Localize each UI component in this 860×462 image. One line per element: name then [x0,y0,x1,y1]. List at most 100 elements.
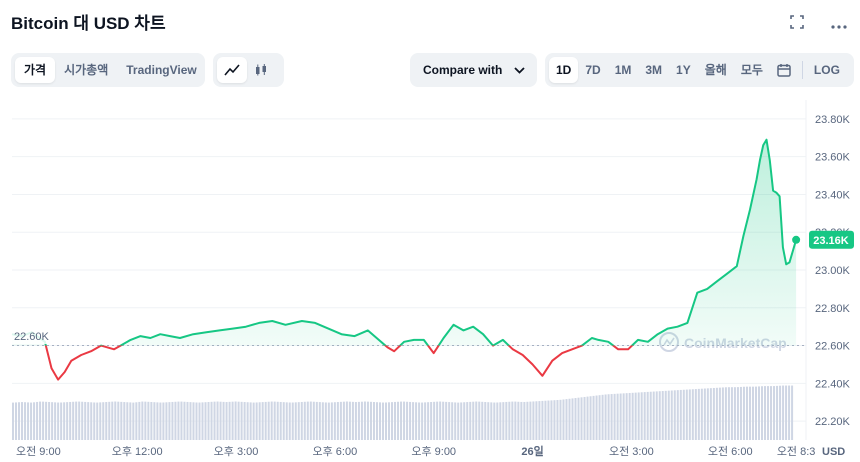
compare-dropdown[interactable]: Compare with [410,53,537,87]
volume-bar [721,387,724,440]
volume-bar [12,402,15,440]
volume-bar [535,401,538,440]
log-toggle[interactable]: LOG [813,63,840,77]
x-tick-label: 26일 [521,444,543,458]
volume-bar [445,401,448,440]
current-price-label: 23.16K [813,235,849,247]
calendar-icon[interactable] [770,57,798,83]
volume-bar [276,401,279,440]
volume-bar [649,391,652,440]
volume-bar [670,390,673,440]
volume-bar [586,396,589,440]
volume-bar [505,401,508,440]
volume-bar [782,385,785,440]
volume-bar [315,401,318,440]
volume-bar [776,385,779,440]
volume-bar [180,401,183,440]
volume-bar [252,402,255,440]
volume-bar [508,401,511,440]
volume-bar [165,402,168,440]
volume-bar [231,401,234,440]
volume-bar [234,401,237,440]
volume-bar [736,387,739,440]
range-7d[interactable]: 7D [585,63,601,77]
tab-market-cap[interactable]: 시가총액 [64,63,109,77]
volume-bar [132,402,135,440]
range-1m[interactable]: 1M [614,63,632,77]
volume-bar [135,402,138,440]
volume-bar [730,387,733,440]
line-chart-icon[interactable] [217,57,247,83]
volume-bar [294,402,297,440]
volume-bar [424,402,427,440]
volume-bar [529,401,532,440]
volume-bar [391,402,394,440]
volume-bar [162,402,165,440]
range-1y[interactable]: 1Y [676,63,691,77]
volume-bar [378,402,381,440]
volume-bar [661,391,664,440]
volume-bar [81,401,84,440]
volume-bar [526,401,529,440]
volume-bar [733,387,736,440]
range-1d[interactable]: 1D [549,57,579,83]
volume-bar [96,402,99,440]
range-3m[interactable]: 3M [645,63,663,77]
volume-bar [120,401,123,440]
volume-bar [150,402,153,440]
volume-bar [354,402,357,440]
volume-bar [788,385,791,440]
volume-bar [342,401,345,440]
volume-bar [153,402,156,440]
volume-bar [357,401,360,440]
volume-bar [544,400,547,440]
volume-bar [538,401,541,440]
volume-bar [123,402,126,440]
more-icon[interactable] [828,14,850,36]
volume-bar [601,394,604,440]
volume-bar [171,401,174,440]
volume-bar [619,393,622,440]
volume-bar [691,389,694,440]
volume-bar [63,402,66,440]
volume-bar [694,389,697,440]
volume-bar [207,402,210,440]
volume-bar [201,402,204,440]
y-tick-label: 22.60K [815,341,851,353]
volume-bar [348,401,351,440]
volume-bar [300,401,303,440]
tab-tradingview[interactable]: TradingView [126,63,197,77]
volume-bar [15,402,18,440]
volume-bar [767,386,770,440]
volume-bar [369,401,372,440]
expand-icon[interactable] [786,14,808,36]
volume-bar [60,402,63,440]
volume-bar [520,401,523,440]
tab-price[interactable]: 가격 [15,57,56,83]
volume-bar [773,386,776,440]
volume-bar [240,401,243,440]
volume-bar [192,402,195,440]
volume-bar [469,401,472,440]
volume-bar [249,402,252,440]
range-all[interactable]: 모두 [740,63,763,77]
price-chart: CoinMarketCap 22.20K22.40K22.60K22.80K23… [0,100,854,458]
volume-bar [264,401,267,440]
chevron-down-icon [514,63,525,77]
volume-bar [381,402,384,440]
chart-style-toggle [213,53,284,87]
range-ytd[interactable]: 올해 [704,63,727,77]
range-divider [801,61,803,79]
volume-bar [138,401,141,440]
candlestick-icon[interactable] [247,57,275,83]
volume-bar [339,401,342,440]
volume-bar [409,401,412,440]
volume-bar [511,401,514,440]
volume-bar [496,402,499,440]
volume-bar [556,400,559,440]
volume-bar [177,401,180,440]
volume-bar [117,401,120,440]
volume-bar [676,390,679,440]
volume-bar [39,401,42,440]
volume-bar [129,402,132,440]
